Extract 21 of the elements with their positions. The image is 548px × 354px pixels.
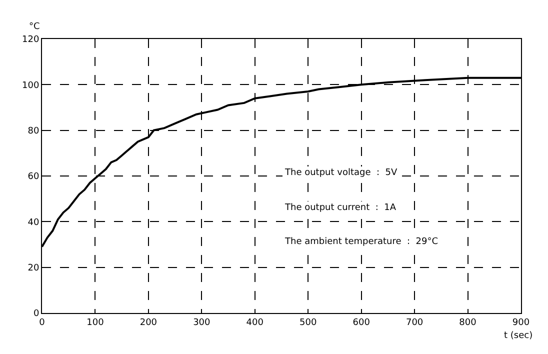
x-tick-label: 300 bbox=[193, 318, 211, 328]
x-tick-label: 500 bbox=[300, 318, 317, 328]
y-tick-label: 0 bbox=[33, 309, 40, 320]
y-tick-label: 100 bbox=[22, 80, 40, 91]
x-tick-label: 200 bbox=[140, 318, 158, 328]
x-tick-label: 700 bbox=[406, 318, 424, 328]
y-tick-label: 80 bbox=[28, 126, 40, 136]
x-tick-label: 400 bbox=[246, 318, 264, 328]
y-axis-title: °C bbox=[29, 22, 40, 32]
annotation: The output current : 1A bbox=[284, 203, 397, 213]
x-tick-label: 600 bbox=[352, 318, 370, 328]
y-tick-label: 40 bbox=[28, 218, 40, 228]
y-tick-label: 60 bbox=[28, 172, 40, 182]
y-tick-label: 20 bbox=[28, 263, 40, 274]
x-axis-title: t (sec) bbox=[504, 331, 533, 341]
x-tick-label: 100 bbox=[86, 318, 104, 328]
y-tick-label: 120 bbox=[22, 35, 40, 46]
x-tick-label: 900 bbox=[512, 318, 530, 328]
annotation: The ambient temperature : 29°C bbox=[284, 237, 438, 247]
x-tick-label: 800 bbox=[459, 318, 477, 328]
annotation: The output voltage : 5V bbox=[284, 168, 398, 178]
